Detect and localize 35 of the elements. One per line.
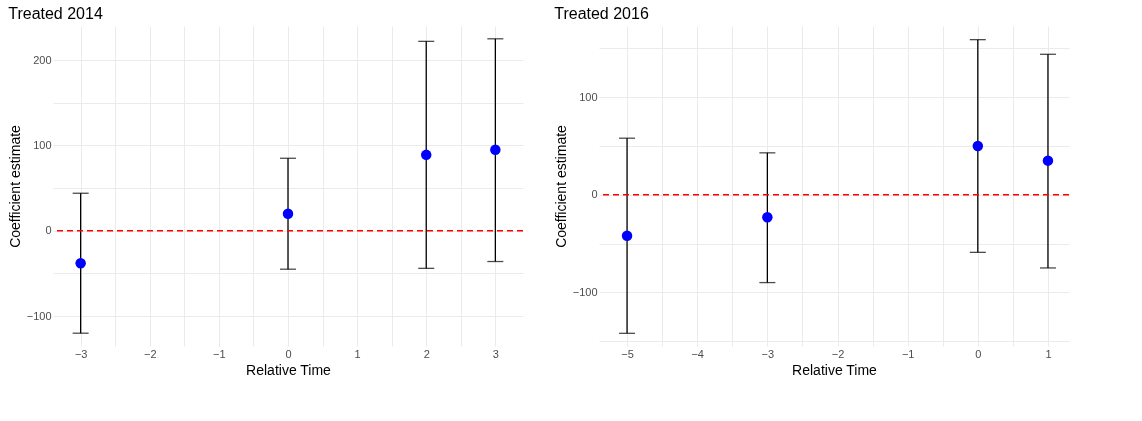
x-tick-label: 3 (492, 347, 499, 360)
y-axis-title: Coefficient estimate (552, 124, 569, 248)
point (1042, 155, 1054, 166)
x-tick-label: 1 (354, 347, 361, 360)
x-tick-label: 0 (975, 347, 982, 360)
y-tick-label: −100 (26, 309, 52, 322)
y-tick-label: −100 (572, 285, 598, 298)
point (972, 140, 984, 152)
x-tick-label: −4 (691, 347, 704, 360)
x-tick-label: −3 (74, 347, 88, 360)
y-tick-label: 100 (33, 138, 52, 151)
x-tick-label: −2 (143, 347, 157, 360)
y-tick-label: 0 (45, 224, 52, 237)
point (282, 208, 294, 219)
x-tick-label: 0 (285, 347, 292, 360)
point (75, 257, 86, 269)
x-axis-title: Relative Time (792, 361, 878, 378)
x-tick-label: −2 (831, 347, 845, 360)
x-tick-label: −1 (901, 347, 915, 360)
point (762, 211, 773, 223)
x-tick-label: 2 (423, 347, 430, 360)
x-tick-label: −3 (761, 347, 775, 360)
x-axis-title: Relative Time (246, 361, 332, 378)
x-tick-label: −1 (213, 347, 226, 360)
point (621, 230, 633, 241)
y-axis-title: Coefficient estimate (6, 124, 23, 248)
point (420, 149, 432, 161)
point (490, 144, 501, 155)
chart-title: Treated 2016 (554, 5, 649, 22)
y-tick-label: 200 (33, 53, 52, 66)
x-tick-label: −5 (621, 347, 634, 360)
x-tick-label: 1 (1045, 347, 1052, 360)
y-tick-label: 100 (579, 90, 598, 103)
chart-title: Treated 2014 (8, 5, 103, 22)
y-tick-label: 0 (591, 188, 598, 201)
